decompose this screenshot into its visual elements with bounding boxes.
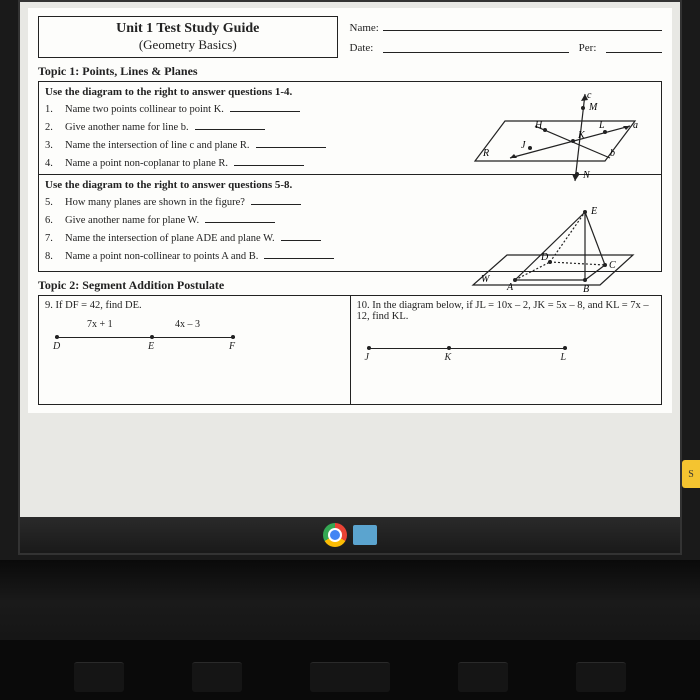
svg-text:M: M (588, 102, 598, 113)
plane-r-label: R (482, 148, 489, 159)
diagram2: W E A B C D (455, 200, 655, 300)
q8: Name a point non-collinear to points A a… (65, 251, 258, 262)
svg-text:J: J (521, 140, 526, 151)
svg-text:N: N (582, 170, 591, 181)
worksheet-header: Unit 1 Test Study Guide (Geometry Basics… (38, 16, 662, 58)
q9-diagram: 7x + 1 4x – 3 D E F (45, 319, 344, 349)
svg-text:A: A (506, 282, 514, 293)
svg-text:W: W (481, 274, 491, 285)
key (310, 662, 390, 692)
worksheet-page: Unit 1 Test Study Guide (Geometry Basics… (28, 8, 672, 413)
per-line (606, 42, 662, 53)
chrome-icon[interactable] (323, 523, 347, 547)
name-line (383, 20, 662, 31)
q9-prompt: 9. If DF = 42, find DE. (45, 300, 344, 311)
title-sub: (Geometry Basics) (49, 37, 327, 53)
svg-text:K: K (577, 130, 586, 141)
key (74, 662, 124, 692)
topic1-box: R a b c H K L J M N (38, 81, 662, 272)
svg-text:a: a (633, 120, 638, 131)
title-main: Unit 1 Test Study Guide (49, 21, 327, 37)
monitor-screen: Unit 1 Test Study Guide (Geometry Basics… (18, 0, 682, 555)
topic2-box: 9. If DF = 42, find DE. 7x + 1 4x – 3 D … (38, 295, 662, 405)
svg-text:D: D (540, 252, 549, 263)
diagram1: R a b c H K L J M N (455, 86, 655, 186)
title-box: Unit 1 Test Study Guide (Geometry Basics… (38, 16, 338, 58)
name-label: Name: (350, 22, 379, 34)
q1: Name two points collinear to point K. (65, 104, 224, 115)
per-label: Per: (579, 42, 597, 54)
topic1-heading: Topic 1: Points, Lines & Planes (38, 64, 662, 79)
q5: How many planes are shown in the figure? (65, 197, 245, 208)
q10-prompt: 10. In the diagram below, if JL = 10x – … (357, 300, 656, 322)
files-icon[interactable] (353, 525, 377, 545)
date-label: Date: (350, 42, 374, 54)
q10-cell: 10. In the diagram below, if JL = 10x – … (350, 296, 662, 404)
svg-text:C: C (609, 260, 616, 271)
q3: Name the intersection of line c and plan… (65, 140, 250, 151)
keyboard (0, 640, 700, 700)
q7: Name the intersection of plane ADE and p… (65, 233, 275, 244)
svg-text:B: B (583, 284, 589, 295)
key (458, 662, 508, 692)
key (192, 662, 242, 692)
svg-text:L: L (598, 120, 605, 131)
taskbar (20, 517, 680, 553)
q9-cell: 9. If DF = 42, find DE. 7x + 1 4x – 3 D … (39, 296, 350, 404)
key (576, 662, 626, 692)
date-line (383, 42, 568, 53)
side-tab[interactable]: S (682, 460, 700, 488)
svg-text:E: E (590, 206, 597, 217)
svg-text:b: b (610, 148, 615, 159)
header-fields: Name: Date: Per: (350, 16, 662, 58)
svg-text:H: H (534, 120, 543, 131)
q10-diagram: J K L (357, 330, 656, 360)
q6: Give another name for plane W. (65, 215, 199, 226)
q4: Name a point non-coplanar to plane R. (65, 158, 228, 169)
q2: Give another name for line b. (65, 122, 189, 133)
svg-text:c: c (587, 90, 592, 101)
